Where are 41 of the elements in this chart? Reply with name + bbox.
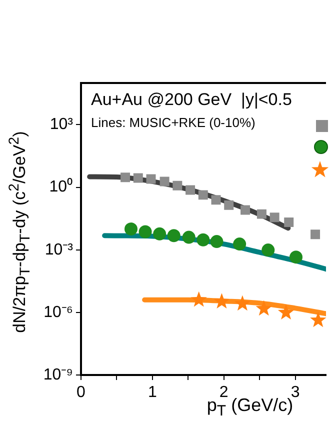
point bbox=[138, 225, 152, 238]
point bbox=[262, 244, 275, 257]
point bbox=[256, 300, 272, 316]
point bbox=[153, 227, 166, 240]
point bbox=[234, 295, 251, 311]
point bbox=[211, 195, 221, 205]
point bbox=[182, 230, 196, 244]
point bbox=[198, 190, 208, 200]
point bbox=[214, 293, 230, 308]
annotation: Au+Au @200 GeV |y|<0.5 bbox=[91, 90, 292, 109]
y-tick-label: 10⁻⁹ bbox=[43, 366, 73, 384]
point bbox=[210, 235, 224, 248]
x-tick-label: 1 bbox=[148, 384, 157, 402]
point bbox=[284, 218, 294, 228]
point bbox=[270, 212, 280, 222]
point bbox=[290, 250, 302, 264]
point bbox=[167, 229, 180, 242]
y-tick-label: 10³ bbox=[50, 116, 74, 134]
point bbox=[172, 180, 182, 190]
annotation: Lines: MUSIC+RKE (0-10%) bbox=[91, 115, 256, 130]
point bbox=[160, 176, 170, 186]
point bbox=[233, 238, 246, 251]
point bbox=[124, 222, 138, 236]
x-tick-label: 0 bbox=[76, 384, 86, 402]
y-tick-label: 10⁰ bbox=[49, 178, 73, 196]
point bbox=[120, 172, 130, 182]
point bbox=[240, 205, 250, 215]
point bbox=[256, 209, 266, 219]
point bbox=[224, 200, 234, 210]
y-tick-label: 10⁻³ bbox=[44, 241, 74, 258]
point bbox=[133, 173, 143, 183]
point bbox=[196, 233, 210, 246]
point bbox=[146, 174, 156, 184]
point bbox=[278, 304, 294, 320]
point bbox=[310, 230, 320, 240]
x-tick-label: 2 bbox=[219, 384, 228, 402]
point bbox=[190, 291, 207, 307]
y-tick-label: 10⁻⁶ bbox=[44, 304, 73, 321]
x-tick-label: 3 bbox=[290, 384, 300, 402]
point bbox=[186, 185, 196, 195]
point bbox=[310, 312, 326, 328]
